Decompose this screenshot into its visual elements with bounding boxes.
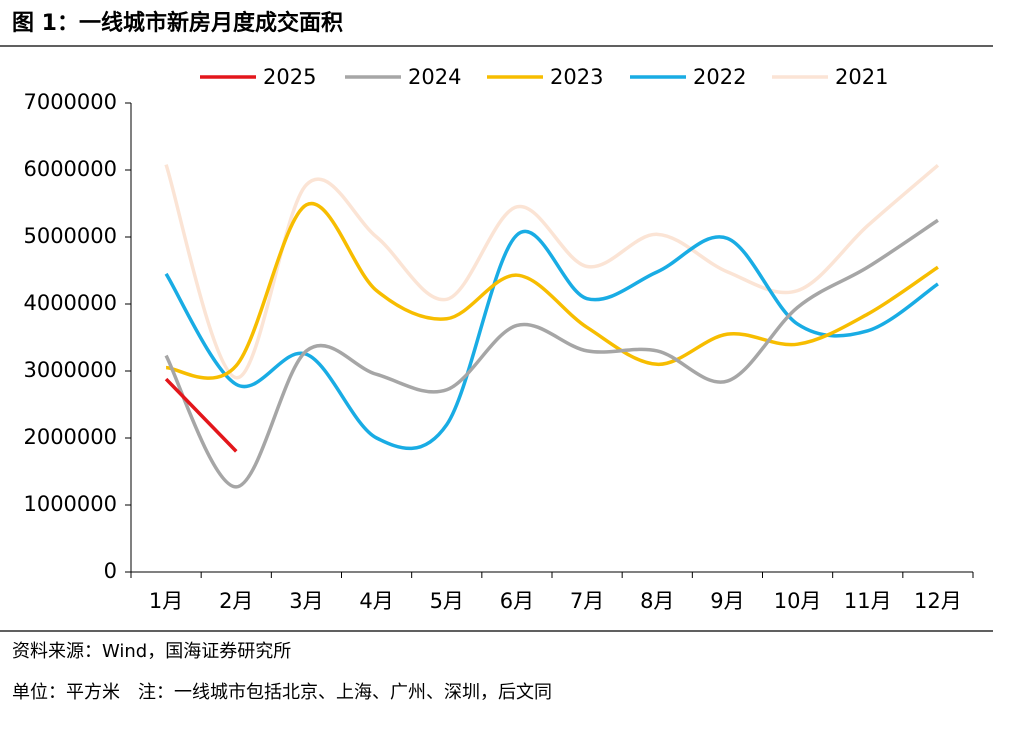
x-tick-label: 3月 (289, 589, 323, 613)
y-tick-label: 3000000 (23, 358, 117, 382)
legend-label: 2023 (550, 65, 603, 89)
chart-title: 图 1：一线城市新房月度成交面积 (12, 10, 343, 36)
x-tick-label: 1月 (149, 589, 183, 613)
y-tick-label: 2000000 (23, 425, 117, 449)
series-line (164, 229, 939, 451)
x-tick-label: 10月 (774, 589, 822, 613)
x-tick-label: 6月 (500, 589, 534, 613)
series-line (164, 377, 238, 453)
y-tick-label: 0 (104, 559, 117, 583)
x-tick-label: 2月 (219, 589, 253, 613)
series-line (165, 201, 939, 380)
y-tick-label: 4000000 (23, 291, 117, 315)
y-tick-label: 6000000 (23, 157, 117, 181)
series-line (164, 218, 939, 489)
series-line (164, 163, 940, 380)
x-tick-label: 9月 (710, 589, 744, 613)
note: 单位：平方米 注：一线城市包括北京、上海、广州、深圳，后文同 (12, 682, 552, 703)
x-tick-label: 11月 (844, 589, 892, 613)
x-tick-label: 12月 (914, 589, 962, 613)
legend-label: 2024 (408, 65, 461, 89)
y-tick-label: 1000000 (23, 492, 117, 516)
x-tick-label: 5月 (430, 589, 464, 613)
legend-label: 2022 (693, 65, 746, 89)
x-tick-label: 8月 (640, 589, 674, 613)
x-tick-label: 7月 (570, 589, 604, 613)
y-tick-label: 5000000 (23, 224, 117, 248)
y-tick-label: 7000000 (23, 90, 117, 114)
legend-label: 2021 (835, 65, 888, 89)
source: 资料来源：Wind，国海证券研究所 (12, 641, 291, 662)
x-tick-label: 4月 (359, 589, 393, 613)
legend-label: 2025 (263, 65, 316, 89)
